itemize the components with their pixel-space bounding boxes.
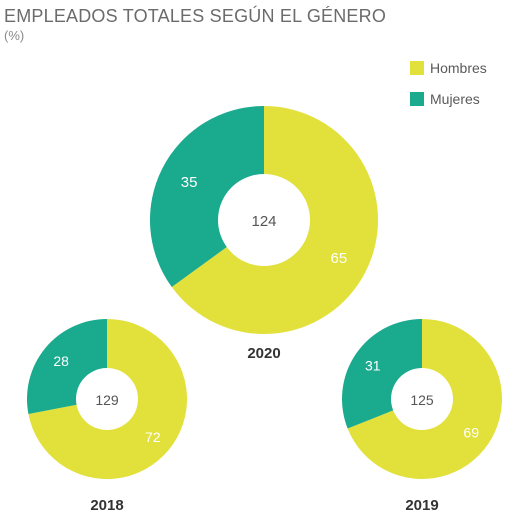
center-total-2018: 129 xyxy=(95,392,119,408)
chart-title: EMPLEADOS TOTALES SEGÚN EL GÉNERO xyxy=(4,6,387,26)
legend-swatch-hombres xyxy=(410,61,424,75)
legend-label-mujeres: Mujeres xyxy=(430,91,480,107)
legend-item-mujeres: Mujeres xyxy=(410,89,487,109)
legend-swatch-mujeres xyxy=(410,92,424,106)
slice-label-mujeres-2019: 31 xyxy=(365,358,381,374)
slice-mujeres-2019 xyxy=(342,318,422,429)
slice-mujeres-2020 xyxy=(150,106,264,288)
legend-item-hombres: Hombres xyxy=(410,58,487,78)
center-total-2019: 125 xyxy=(410,392,434,408)
slice-mujeres-2018 xyxy=(26,318,107,414)
center-total-2020: 124 xyxy=(251,213,276,230)
legend-label-hombres: Hombres xyxy=(430,60,487,76)
slice-label-hombres-2019: 69 xyxy=(463,424,479,440)
slice-label-hombres-2020: 65 xyxy=(331,250,348,267)
slice-hombres-2019 xyxy=(347,319,503,479)
slice-hombres-2018 xyxy=(28,319,188,479)
year-label-2020: 2020 xyxy=(247,345,280,362)
legend: Hombres Mujeres xyxy=(410,58,487,120)
slice-label-hombres-2018: 72 xyxy=(145,429,161,445)
chart-subtitle: (%) xyxy=(4,28,25,43)
year-label-2018: 2018 xyxy=(90,497,123,514)
slice-label-mujeres-2018: 28 xyxy=(53,353,69,369)
year-label-2019: 2019 xyxy=(405,497,438,514)
donut-2019: 69 31 125 2019 xyxy=(342,318,503,514)
slice-hombres-2020 xyxy=(171,106,378,335)
donut-2018: 72 28 129 2018 xyxy=(26,318,188,514)
donut-2020: 65 35 124 2020 xyxy=(150,106,378,362)
slice-label-mujeres-2020: 35 xyxy=(181,174,198,191)
